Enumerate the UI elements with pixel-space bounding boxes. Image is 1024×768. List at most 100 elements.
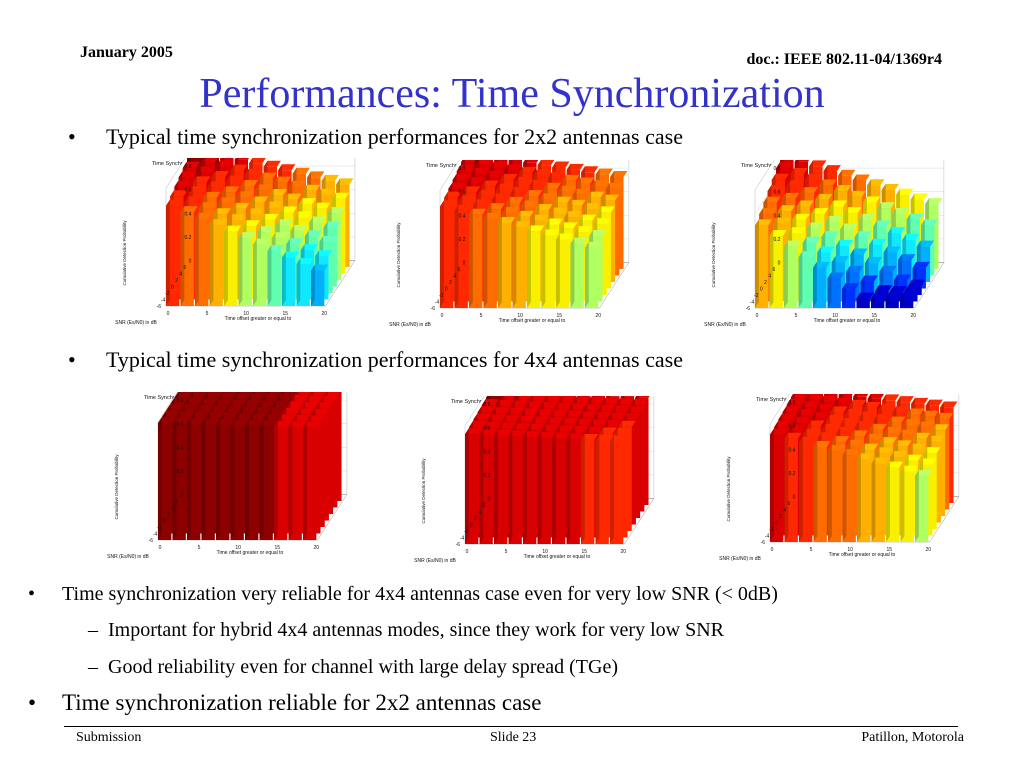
- snr-tick-label: 0: [445, 286, 448, 292]
- snr-tick-label: 2: [779, 514, 782, 520]
- chart-root: Time Synchronization performance for 4x4…: [107, 392, 348, 560]
- snr-tick-label: -6: [149, 538, 154, 544]
- snr-axis-label: SNR (Es/N0) in dB: [704, 322, 746, 328]
- offset-tick-label: 5: [198, 545, 201, 551]
- bar-column: [900, 465, 918, 542]
- z-tick-label: 0.2: [184, 235, 191, 241]
- bar-column: [566, 433, 584, 544]
- bar-column: [440, 200, 458, 308]
- bar-column: [799, 436, 817, 542]
- bar-column: [915, 469, 933, 542]
- bar-column: [465, 428, 483, 544]
- offset-tick-label: 0: [756, 313, 759, 319]
- offset-axis-label: Time offset greater or equal to: [225, 316, 292, 322]
- offset-tick-label: 10: [243, 311, 249, 317]
- bar-column: [454, 204, 472, 308]
- chart-root: Time Synchronization performance for 2x2…: [389, 160, 630, 328]
- z-tick-label: 0.2: [773, 237, 780, 243]
- snr-tick-label: -6: [746, 306, 751, 312]
- offset-tick-label: 15: [871, 313, 877, 319]
- bullet-dot: •: [68, 124, 76, 149]
- chart-bars: [158, 392, 342, 540]
- z-tick-label: 0.4: [458, 213, 465, 219]
- bullet-dot: •: [28, 690, 37, 715]
- z-tick-label: 0.6: [184, 188, 191, 194]
- snr-tick-label: 6: [184, 265, 187, 271]
- offset-tick-label: 0: [159, 545, 162, 551]
- offset-tick-label: 5: [505, 549, 508, 555]
- header-doc-id: doc.: IEEE 802.11-04/1369r4: [746, 51, 942, 68]
- bar-column: [541, 229, 559, 308]
- sub-bullet-text: Good reliability even for channel with l…: [108, 656, 618, 678]
- offset-tick-label: 0: [466, 549, 469, 555]
- snr-axis-label: SNR (Es/N0) in dB: [107, 554, 149, 560]
- snr-tick-label: 4: [768, 273, 771, 279]
- snr-tick-label: 4: [478, 509, 481, 515]
- z-tick-label: 0: [793, 495, 796, 501]
- offset-axis-label: Time offset greater or equal to: [829, 552, 896, 558]
- z-tick-label: 0: [488, 497, 491, 503]
- snr-tick-label: 2: [449, 280, 452, 286]
- bar-column: [508, 430, 526, 544]
- z-tick-label: 0.6: [788, 424, 795, 430]
- bar-column: [595, 434, 613, 544]
- bar-column: [172, 417, 190, 540]
- z-tick-label: 0.2: [458, 237, 465, 243]
- bar-column: [253, 238, 271, 306]
- bar-column: [784, 432, 802, 542]
- snr-tick-label: 6: [773, 267, 776, 273]
- bar-column: [755, 219, 773, 308]
- z-tick-label: 0.8: [176, 398, 183, 404]
- offset-tick-label: 10: [517, 313, 523, 319]
- bar-column: [311, 264, 329, 306]
- snr-tick-label: -2: [157, 525, 162, 531]
- chart-bars: [440, 160, 628, 308]
- snr-tick-label: 6: [788, 501, 791, 507]
- z-tick-label: 0.6: [458, 190, 465, 196]
- offset-axis-label: Time offset greater or equal to: [499, 318, 566, 324]
- chart-4x4-tgb: Time Synchronization performance for 4x4…: [100, 392, 350, 562]
- bar-column: [195, 212, 213, 306]
- bar-column: [166, 199, 184, 306]
- z-tick-label: 0: [463, 261, 466, 267]
- bullet-text: Time synchronization very reliable for 4…: [62, 583, 778, 605]
- bar-column: [856, 292, 874, 308]
- offset-tick-label: 20: [621, 549, 627, 555]
- snr-tick-label: 0: [163, 518, 166, 524]
- snr-tick-label: -2: [769, 527, 774, 533]
- bar-column: [813, 261, 831, 308]
- snr-tick-label: 2: [474, 516, 477, 522]
- snr-tick-label: 4: [179, 271, 182, 277]
- slide-title: Performances: Time Synchronization: [199, 71, 825, 117]
- bar-column: [224, 225, 242, 306]
- snr-tick-label: -4: [161, 297, 166, 303]
- snr-tick-label: 2: [167, 512, 170, 518]
- bar-column: [216, 419, 234, 540]
- snr-tick-label: -4: [750, 299, 755, 305]
- snr-tick-label: -2: [464, 529, 469, 535]
- sub-bullet-dash: –: [88, 619, 98, 641]
- bar-column: [770, 428, 788, 542]
- footer-divider: [64, 726, 958, 727]
- offset-tick-label: 15: [556, 313, 562, 319]
- snr-tick-label: -6: [761, 540, 766, 546]
- snr-tick-label: -4: [435, 299, 440, 305]
- bar-column: [871, 457, 889, 542]
- offset-tick-label: 5: [810, 547, 813, 553]
- chart-root: Time Synchronization performance for 4x4…: [719, 394, 960, 562]
- z-tick-label: 0.6: [483, 426, 490, 432]
- offset-tick-label: 10: [542, 549, 548, 555]
- bar-column: [296, 258, 314, 306]
- snr-tick-label: -4: [765, 533, 770, 539]
- offset-tick-label: 5: [206, 311, 209, 317]
- z-tick-label: 0.4: [773, 213, 780, 219]
- bar-column: [585, 241, 603, 308]
- offset-tick-label: 20: [322, 311, 328, 317]
- bullet-text: Time synchronization reliable for 2x2 an…: [62, 690, 542, 715]
- bar-column: [842, 283, 860, 308]
- snr-tick-label: 2: [175, 278, 178, 284]
- header-date: January 2005: [80, 44, 173, 61]
- bar-column: [469, 208, 487, 308]
- offset-tick-label: 15: [282, 311, 288, 317]
- bar-column: [267, 245, 285, 306]
